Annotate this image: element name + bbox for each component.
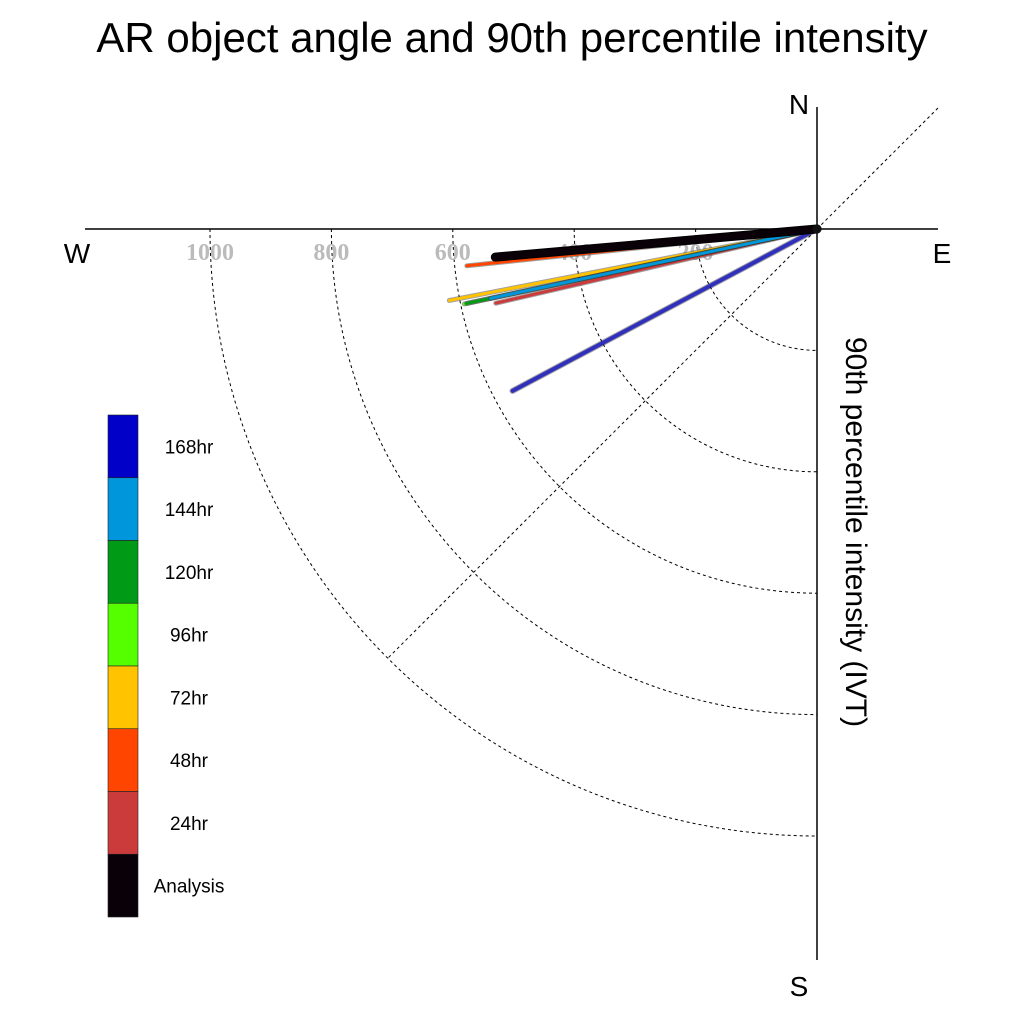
- y-axis-label: 90th percentile intensity (IVT): [839, 337, 872, 727]
- legend-label: 168hr: [165, 437, 214, 458]
- legend-label: 48hr: [170, 751, 209, 772]
- vector-analysis: [491, 225, 821, 261]
- vector-144hr: [488, 227, 819, 300]
- grid-arc-4: [209, 228, 818, 837]
- chart-title: AR object angle and 90th percentile inte…: [96, 14, 928, 61]
- south-label: S: [790, 971, 809, 1002]
- radial-tick-label: 600: [435, 240, 471, 266]
- intensity-vectors: [446, 224, 822, 394]
- grid-arc-2: [452, 228, 818, 594]
- legend-label: 144hr: [165, 500, 214, 521]
- east-label: E: [933, 238, 952, 269]
- legend-swatch-168hr: [107, 414, 139, 479]
- west-label: W: [64, 238, 91, 269]
- grid-arc-3: [330, 228, 818, 716]
- diagonal-grid-line: [386, 107, 939, 660]
- legend-label: 24hr: [170, 814, 209, 835]
- legend-swatch-24hr: [107, 791, 139, 855]
- north-label: N: [789, 89, 809, 120]
- legend-label: 96hr: [170, 626, 209, 647]
- radial-tick-label: 800: [313, 240, 349, 266]
- legend-label: Analysis: [154, 877, 225, 898]
- legend-swatch-72hr: [107, 665, 139, 730]
- legend-swatch-48hr: [107, 728, 139, 792]
- origin-dot: [812, 224, 822, 234]
- legend-label: 120hr: [165, 563, 214, 584]
- legend: 168hr 144hr 120hr 96hr 72hr 48hr 24hr Analysis: [107, 414, 225, 918]
- legend-swatch-144hr: [107, 477, 139, 541]
- legend-swatch-96hr: [107, 602, 139, 667]
- legend-label: 72hr: [170, 688, 209, 709]
- vector-168hr: [510, 227, 819, 393]
- radial-tick-label: 1000: [186, 240, 234, 266]
- legend-swatch-analysis: [107, 853, 139, 918]
- legend-swatch-120hr: [107, 540, 139, 604]
